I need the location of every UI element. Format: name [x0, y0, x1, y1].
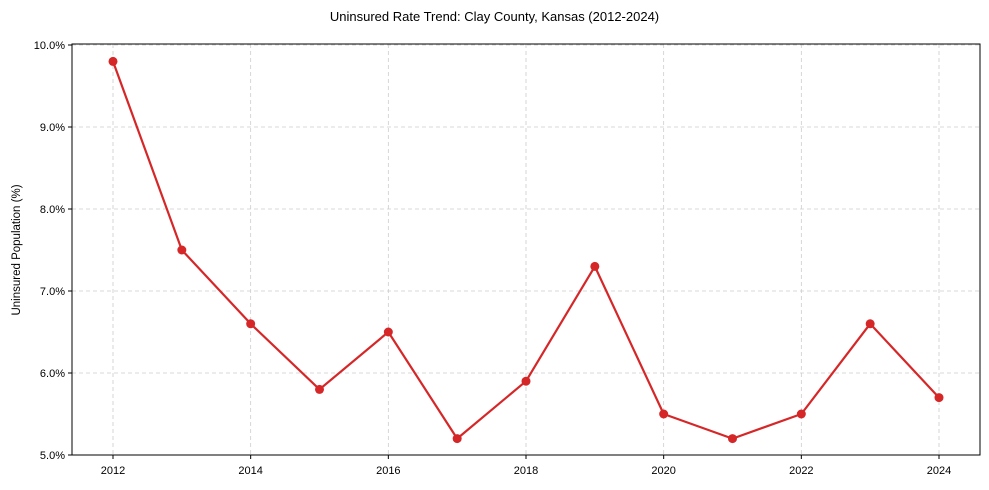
data-point-marker [728, 434, 737, 444]
x-tick-label: 2024 [927, 465, 951, 477]
data-point-marker [590, 261, 600, 271]
data-point-marker [521, 376, 531, 386]
data-point-marker [246, 319, 256, 329]
data-point-marker [865, 319, 875, 329]
chart-title: Uninsured Rate Trend: Clay County, Kansa… [329, 9, 660, 24]
y-axis: 5.0% 6.0% 7.0% 8.0% 9.0% 10.0% [34, 40, 72, 462]
x-tick-label: 2014 [238, 465, 262, 477]
data-point-marker [934, 393, 944, 403]
y-tick-label: 5.0% [40, 450, 65, 462]
x-tick-label: 2022 [789, 465, 813, 477]
x-tick-label: 2018 [514, 465, 538, 477]
data-point-marker [177, 245, 187, 255]
data-point-marker [315, 384, 324, 394]
data-point-marker [659, 409, 669, 419]
data-point-marker [796, 409, 806, 419]
data-point-marker [452, 434, 462, 444]
grid-lines [72, 44, 980, 456]
x-axis: 2012 2014 2016 2018 2020 2022 2024 [101, 455, 951, 477]
y-tick-label: 10.0% [34, 40, 65, 52]
data-point-marker [108, 56, 118, 66]
y-tick-label: 9.0% [40, 122, 65, 134]
y-tick-label: 7.0% [40, 286, 65, 298]
y-tick-label: 6.0% [40, 368, 65, 380]
data-series [108, 56, 944, 444]
data-point-marker [383, 327, 393, 337]
x-tick-label: 2012 [101, 465, 125, 477]
x-tick-label: 2016 [376, 465, 400, 477]
x-tick-label: 2020 [651, 465, 675, 477]
y-tick-label: 8.0% [40, 204, 65, 216]
